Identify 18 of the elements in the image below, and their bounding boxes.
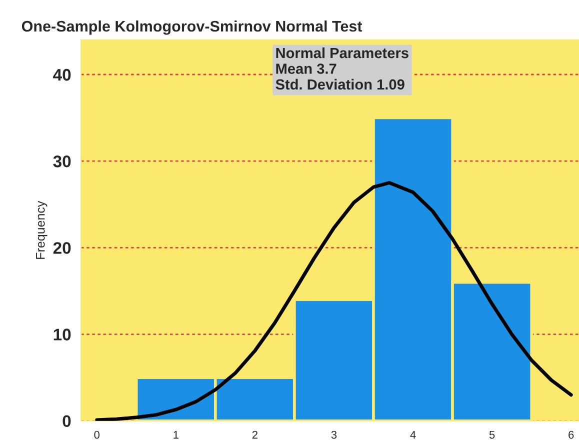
x-tick-label: 2 <box>252 430 258 439</box>
y-axis-title: Frequency <box>36 200 48 259</box>
y-tick-label: 20 <box>53 242 71 254</box>
y-tick-label: 10 <box>54 328 71 340</box>
x-tick-label: 0 <box>94 430 100 439</box>
annotation: Std. Deviation 1.09 <box>276 78 404 90</box>
line-series <box>95 181 573 421</box>
x-tick-label: 4 <box>410 430 416 439</box>
x-tick-label: 6 <box>568 430 574 439</box>
annotation: Mean 3.7 <box>276 64 336 74</box>
y-tick-label: 0 <box>62 415 71 428</box>
annotation: Normal Parameters <box>276 47 408 58</box>
y-tick-label: 40 <box>53 68 71 81</box>
x-tick-label: 3 <box>331 430 337 439</box>
x-tick-label: 1 <box>174 430 178 439</box>
y-tick-label: 30 <box>53 155 71 168</box>
x-tick-label: 5 <box>489 430 495 439</box>
chart-title: One-Sample Kolmogorov-Smirnov Normal Test <box>22 20 362 35</box>
